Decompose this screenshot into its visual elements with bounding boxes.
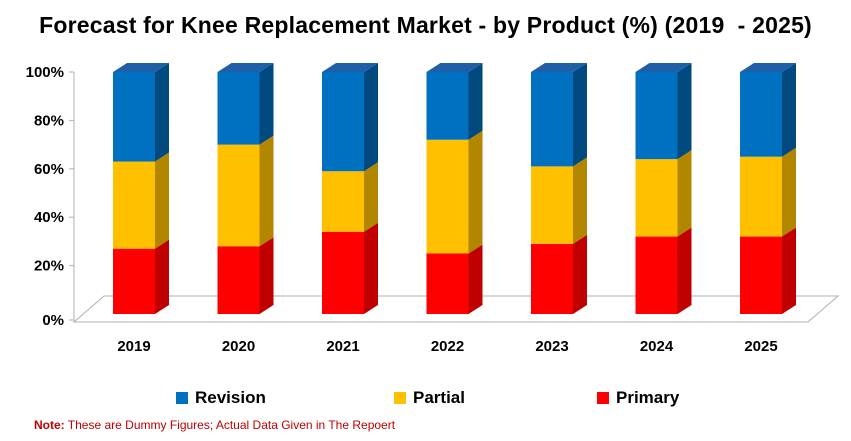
bar-primary-2024	[635, 236, 678, 314]
y-tick-label: 80%	[34, 112, 64, 129]
bar-primary-2021	[322, 231, 364, 314]
bar-revision-2022	[426, 72, 469, 140]
bar-partial-2025	[740, 156, 782, 237]
bar-partial-2022	[426, 139, 469, 254]
bar-primary-2019	[113, 248, 155, 314]
x-tick-label: 2021	[326, 338, 359, 355]
footnote-text: These are Dummy Figures; Actual Data Giv…	[64, 418, 396, 432]
bar-revision-2023	[531, 72, 573, 167]
bar-side-primary-2023	[573, 234, 587, 314]
bar-side-revision-2022	[468, 63, 483, 140]
bar-side-primary-2025	[782, 227, 796, 314]
bar-primary-2022	[426, 253, 469, 314]
bar-side-partial-2020	[259, 135, 274, 247]
bar-side-primary-2019	[155, 239, 169, 314]
legend-swatch-primary	[597, 392, 609, 404]
bar-top-2022	[426, 63, 483, 72]
bar-side-revision-2019	[155, 63, 169, 162]
x-tick-label: 2024	[640, 338, 674, 355]
bar-revision-2019	[113, 72, 155, 162]
footnote: Note: These are Dummy Figures; Actual Da…	[34, 418, 395, 432]
y-tick-label: 60%	[34, 161, 64, 178]
bar-side-revision-2024	[677, 63, 692, 160]
bar-primary-2020	[217, 246, 260, 314]
bar-side-partial-2021	[364, 162, 378, 232]
y-tick-label: 0%	[42, 312, 64, 329]
bar-top-2025	[740, 63, 796, 72]
bar-side-partial-2025	[782, 147, 796, 237]
bar-top-2024	[635, 63, 692, 72]
bar-side-primary-2021	[364, 222, 378, 314]
bar-top-2023	[531, 63, 587, 72]
legend-label-partial: Partial	[413, 388, 465, 407]
legend-label-revision: Revision	[195, 388, 266, 407]
x-tick-label: 2020	[222, 338, 255, 355]
bar-revision-2020	[217, 72, 260, 145]
x-tick-label: 2023	[535, 338, 568, 355]
bar-side-partial-2024	[677, 150, 692, 237]
bar-top-2021	[322, 63, 378, 72]
bar-side-revision-2020	[259, 63, 274, 145]
legend-item-partial: Partial	[394, 388, 465, 408]
bar-side-revision-2023	[573, 63, 587, 167]
y-tick-label: 40%	[34, 209, 64, 226]
bar-primary-2025	[740, 236, 782, 314]
legend: Revision Partial Primary	[0, 388, 851, 412]
bar-partial-2023	[531, 166, 573, 244]
bar-revision-2021	[322, 72, 364, 172]
legend-item-primary: Primary	[597, 388, 679, 408]
bar-partial-2019	[113, 161, 155, 249]
bar-partial-2024	[635, 159, 678, 237]
x-tick-label: 2022	[431, 338, 464, 355]
x-tick-label: 2019	[117, 338, 150, 355]
bar-top-2020	[217, 63, 274, 72]
legend-swatch-revision	[176, 392, 188, 404]
bar-side-partial-2023	[573, 157, 587, 244]
bar-side-partial-2019	[155, 152, 169, 249]
bar-partial-2021	[322, 171, 364, 232]
bar-partial-2020	[217, 144, 260, 247]
bar-revision-2024	[635, 72, 678, 160]
bar-side-primary-2022	[468, 244, 483, 314]
y-tick-label: 20%	[34, 258, 64, 275]
bar-primary-2023	[531, 243, 573, 314]
x-tick-label: 2025	[744, 338, 777, 355]
bar-side-revision-2025	[782, 63, 796, 157]
legend-swatch-partial	[394, 392, 406, 404]
legend-item-revision: Revision	[176, 388, 266, 408]
footnote-prefix: Note:	[34, 418, 65, 432]
bar-revision-2025	[740, 72, 782, 157]
chart-title: Forecast for Knee Replacement Market - b…	[39, 12, 812, 38]
bar-top-2019	[113, 63, 169, 72]
bar-side-partial-2022	[468, 130, 483, 254]
bar-side-revision-2021	[364, 63, 378, 172]
bar-side-primary-2024	[677, 227, 692, 314]
y-tick-label: 100%	[26, 64, 64, 81]
legend-label-primary: Primary	[616, 388, 680, 407]
bar-side-primary-2020	[259, 237, 274, 314]
